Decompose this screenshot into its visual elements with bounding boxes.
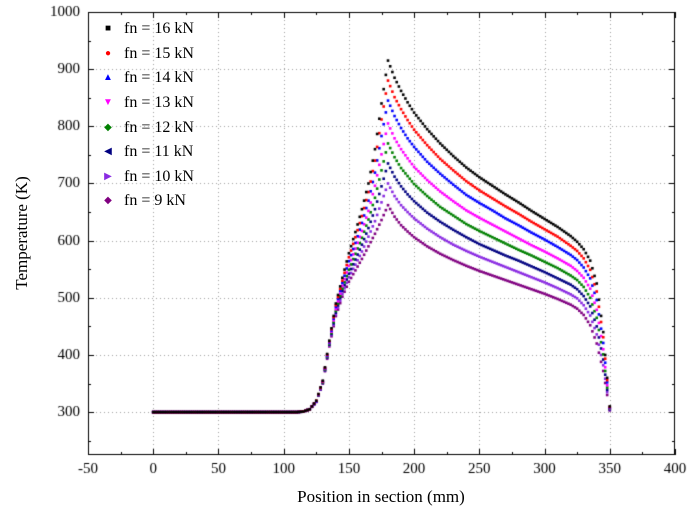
legend-item: ● fn = 15 kN bbox=[102, 42, 194, 67]
legend-item: ▲ fn = 14 kN bbox=[102, 66, 194, 91]
triangle-down-marker-icon: ▼ bbox=[103, 97, 113, 109]
circle-marker-icon: ● bbox=[104, 47, 112, 59]
legend-label: fn = 9 kN bbox=[124, 192, 186, 210]
legend-label: fn = 16 kN bbox=[124, 20, 194, 38]
legend-item: ◆ fn = 9 kN bbox=[102, 189, 194, 214]
legend-item: ■ fn = 16 kN bbox=[102, 17, 194, 42]
legend-label: fn = 11 kN bbox=[124, 143, 194, 161]
pentagon-marker-icon: ◆ bbox=[104, 195, 112, 207]
diamond-marker-icon: ◆ bbox=[104, 121, 112, 133]
y-axis-title: Temperature (K) bbox=[12, 176, 31, 290]
legend-label: fn = 12 kN bbox=[124, 118, 194, 136]
legend-item: ▼ fn = 13 kN bbox=[102, 91, 194, 116]
triangle-left-marker-icon: ◀ bbox=[104, 146, 112, 158]
legend-item: ◀ fn = 11 kN bbox=[102, 140, 194, 165]
legend: ■ fn = 16 kN ● fn = 15 kN ▲ fn = 14 kN ▼ fn = 1… bbox=[102, 17, 194, 214]
triangle-right-marker-icon: ▶ bbox=[104, 170, 112, 182]
square-marker-icon: ■ bbox=[104, 23, 112, 35]
x-axis-title: Position in section (mm) bbox=[297, 487, 465, 506]
legend-label: fn = 13 kN bbox=[124, 94, 194, 112]
legend-label: fn = 15 kN bbox=[124, 44, 194, 62]
legend-item: ▶ fn = 10 kN bbox=[102, 165, 194, 190]
legend-label: fn = 10 kN bbox=[124, 167, 194, 185]
triangle-up-marker-icon: ▲ bbox=[103, 72, 113, 84]
legend-label: fn = 14 kN bbox=[124, 69, 194, 87]
legend-item: ◆ fn = 12 kN bbox=[102, 115, 194, 140]
